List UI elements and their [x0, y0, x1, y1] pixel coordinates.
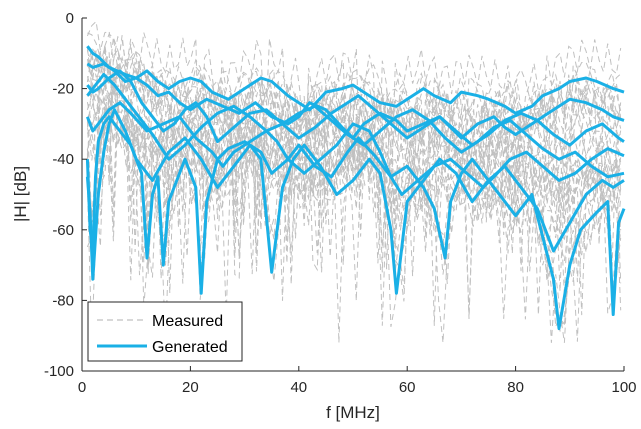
- x-tick-label: 100: [611, 379, 636, 396]
- generated-curve-6: [86, 73, 625, 179]
- measured-curve: [86, 82, 622, 292]
- y-axis-label: |H| [dB]: [11, 166, 30, 222]
- generated-curve-1: [86, 45, 625, 115]
- generated-curve-3: [86, 69, 625, 147]
- measured-curve: [86, 110, 622, 316]
- x-tick-label: 0: [78, 379, 86, 396]
- measured-curve: [86, 106, 622, 343]
- generated-curve-5: [85, 101, 625, 196]
- axes: [81, 18, 624, 372]
- legend-generated-label: Generated: [152, 339, 228, 356]
- measured-curve: [86, 50, 621, 218]
- measured-curve: [86, 49, 622, 258]
- generated-series-group: [85, 45, 626, 331]
- x-tick-label: 60: [399, 379, 416, 396]
- y-tick-label: -80: [52, 292, 74, 309]
- ticks: 0 20 40 60 80 100 0 -20 -40 -60 -80 -100: [44, 10, 637, 396]
- y-tick-label: -40: [52, 151, 74, 168]
- y-tick-label: -60: [52, 222, 74, 239]
- x-tick-label: 20: [182, 379, 199, 396]
- y-tick-label: -20: [52, 81, 74, 98]
- measured-curve: [86, 48, 622, 208]
- x-tick-label: 80: [507, 379, 524, 396]
- legend-box: [87, 301, 243, 362]
- generated-curve-7: [85, 108, 625, 295]
- measured-curve: [86, 20, 622, 223]
- y-tick-label: 0: [66, 10, 74, 27]
- measured-curve: [86, 35, 622, 238]
- measured-curve: [86, 48, 622, 245]
- y-tick-label: -100: [44, 363, 74, 380]
- x-tick-label: 40: [290, 379, 307, 396]
- legend-measured-label: Measured: [152, 313, 223, 330]
- measured-curve: [86, 77, 622, 289]
- x-axis-label: f [MHz]: [326, 403, 380, 422]
- legend: Measured Generated: [87, 301, 243, 362]
- generated-curve-4: [85, 115, 626, 331]
